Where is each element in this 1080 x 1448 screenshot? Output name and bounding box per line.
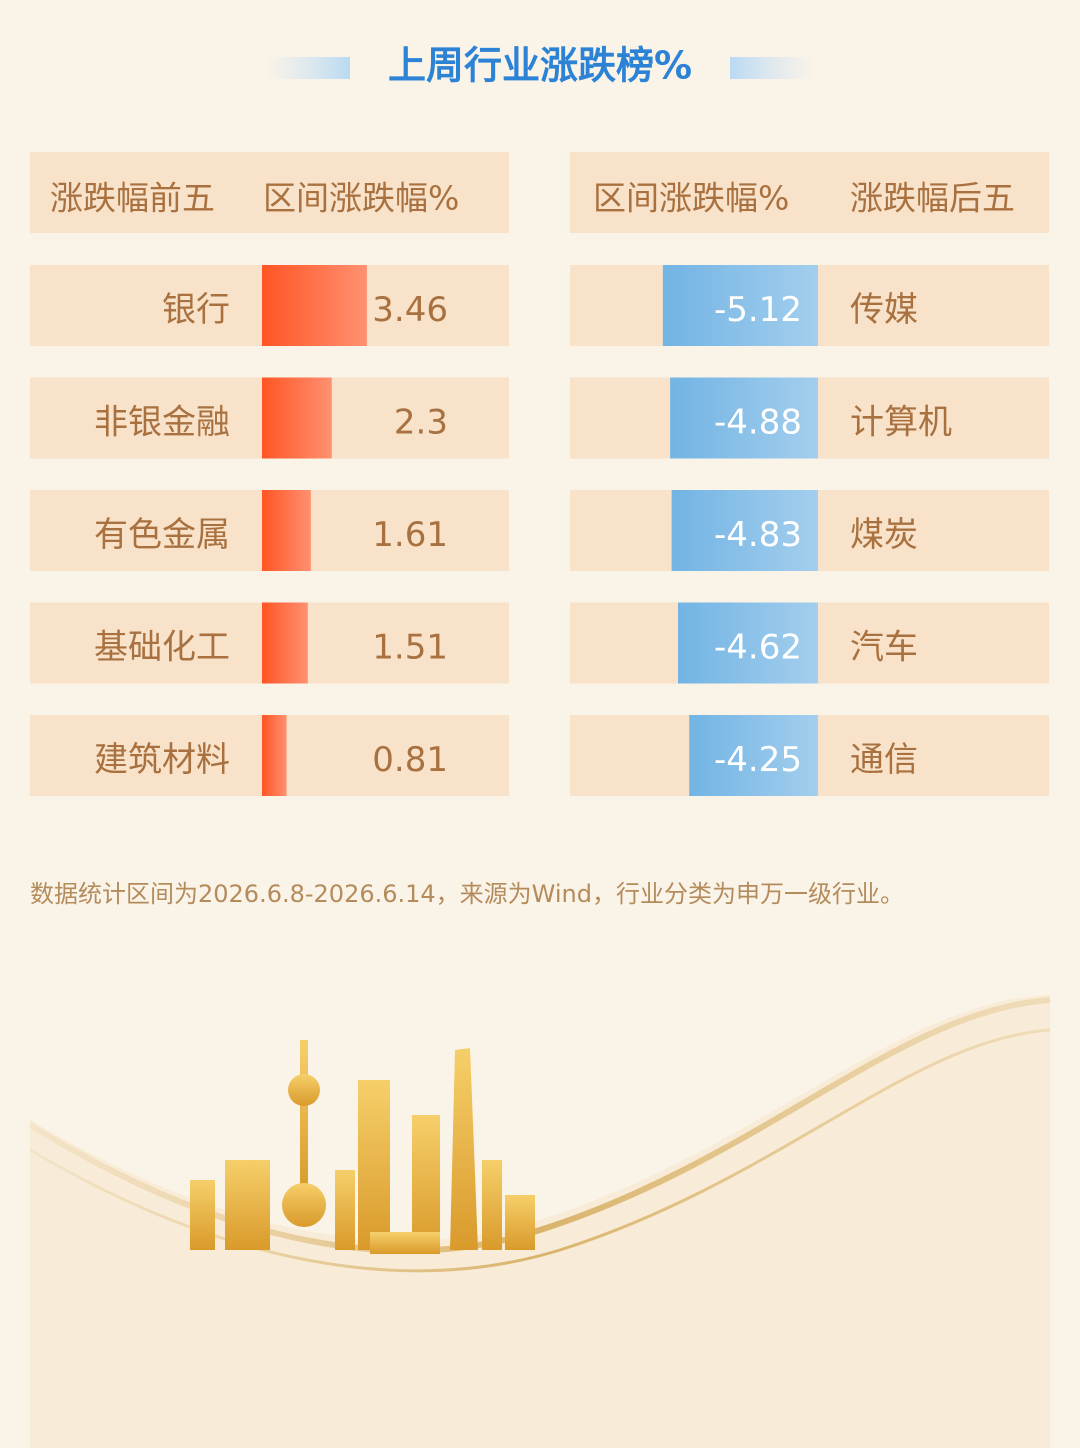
bar-shine xyxy=(262,377,332,459)
category-label: 非银金融 xyxy=(94,403,230,443)
value-label: 2.3 xyxy=(394,403,448,443)
bar-shine xyxy=(671,490,818,571)
building xyxy=(412,1115,440,1250)
bar-shine xyxy=(689,715,818,796)
wave-bg xyxy=(30,995,1050,1448)
category-label: 通信 xyxy=(850,740,918,780)
column-header: 区间涨跌幅% xyxy=(593,179,789,218)
footnote: 数据统计区间为2026.6.8-2026.6.14，来源为Wind，行业分类为申… xyxy=(30,880,904,908)
value-label: 0.81 xyxy=(372,740,448,780)
bar-shine xyxy=(262,265,367,346)
category-label: 计算机 xyxy=(850,403,952,443)
building xyxy=(358,1080,390,1250)
category-label: 传媒 xyxy=(850,290,918,330)
building xyxy=(482,1160,502,1250)
column-header: 区间涨跌幅% xyxy=(263,179,459,218)
value-label: -4.25 xyxy=(714,740,802,780)
bar-shine xyxy=(678,602,818,684)
value-label: -4.88 xyxy=(714,403,802,443)
value-label: -4.62 xyxy=(714,628,802,668)
value-label: -5.12 xyxy=(714,290,802,330)
header-bg xyxy=(570,152,1049,233)
category-label: 有色金属 xyxy=(94,515,230,555)
value-label: 3.46 xyxy=(372,290,448,330)
building xyxy=(450,1048,478,1250)
value-label: 1.61 xyxy=(372,515,448,555)
tower xyxy=(282,1183,326,1227)
bar-shine xyxy=(670,377,818,459)
category-label: 汽车 xyxy=(850,628,918,668)
building xyxy=(505,1195,535,1250)
bar-shine xyxy=(662,265,818,346)
bar-shine xyxy=(262,602,308,684)
skyline-illustration xyxy=(28,995,1051,1448)
category-label: 基础化工 xyxy=(94,628,230,668)
header-bg xyxy=(30,152,509,233)
column-header: 涨跌幅后五 xyxy=(850,179,1015,218)
bar-shine xyxy=(262,490,311,571)
building xyxy=(370,1232,440,1254)
bar-shine xyxy=(262,715,287,796)
title: 上周行业涨跌榜% xyxy=(388,44,692,88)
title-decoration xyxy=(265,57,350,79)
category-label: 建筑材料 xyxy=(94,740,230,780)
title-decoration xyxy=(730,57,815,79)
building xyxy=(335,1170,355,1250)
value-label: 1.51 xyxy=(372,628,448,668)
column-header: 涨跌幅前五 xyxy=(50,179,215,218)
category-label: 煤炭 xyxy=(850,515,918,555)
tower xyxy=(288,1074,320,1106)
value-label: -4.83 xyxy=(714,515,802,555)
building xyxy=(190,1180,215,1250)
building xyxy=(225,1160,270,1250)
tower xyxy=(300,1040,308,1190)
category-label: 银行 xyxy=(162,290,230,330)
